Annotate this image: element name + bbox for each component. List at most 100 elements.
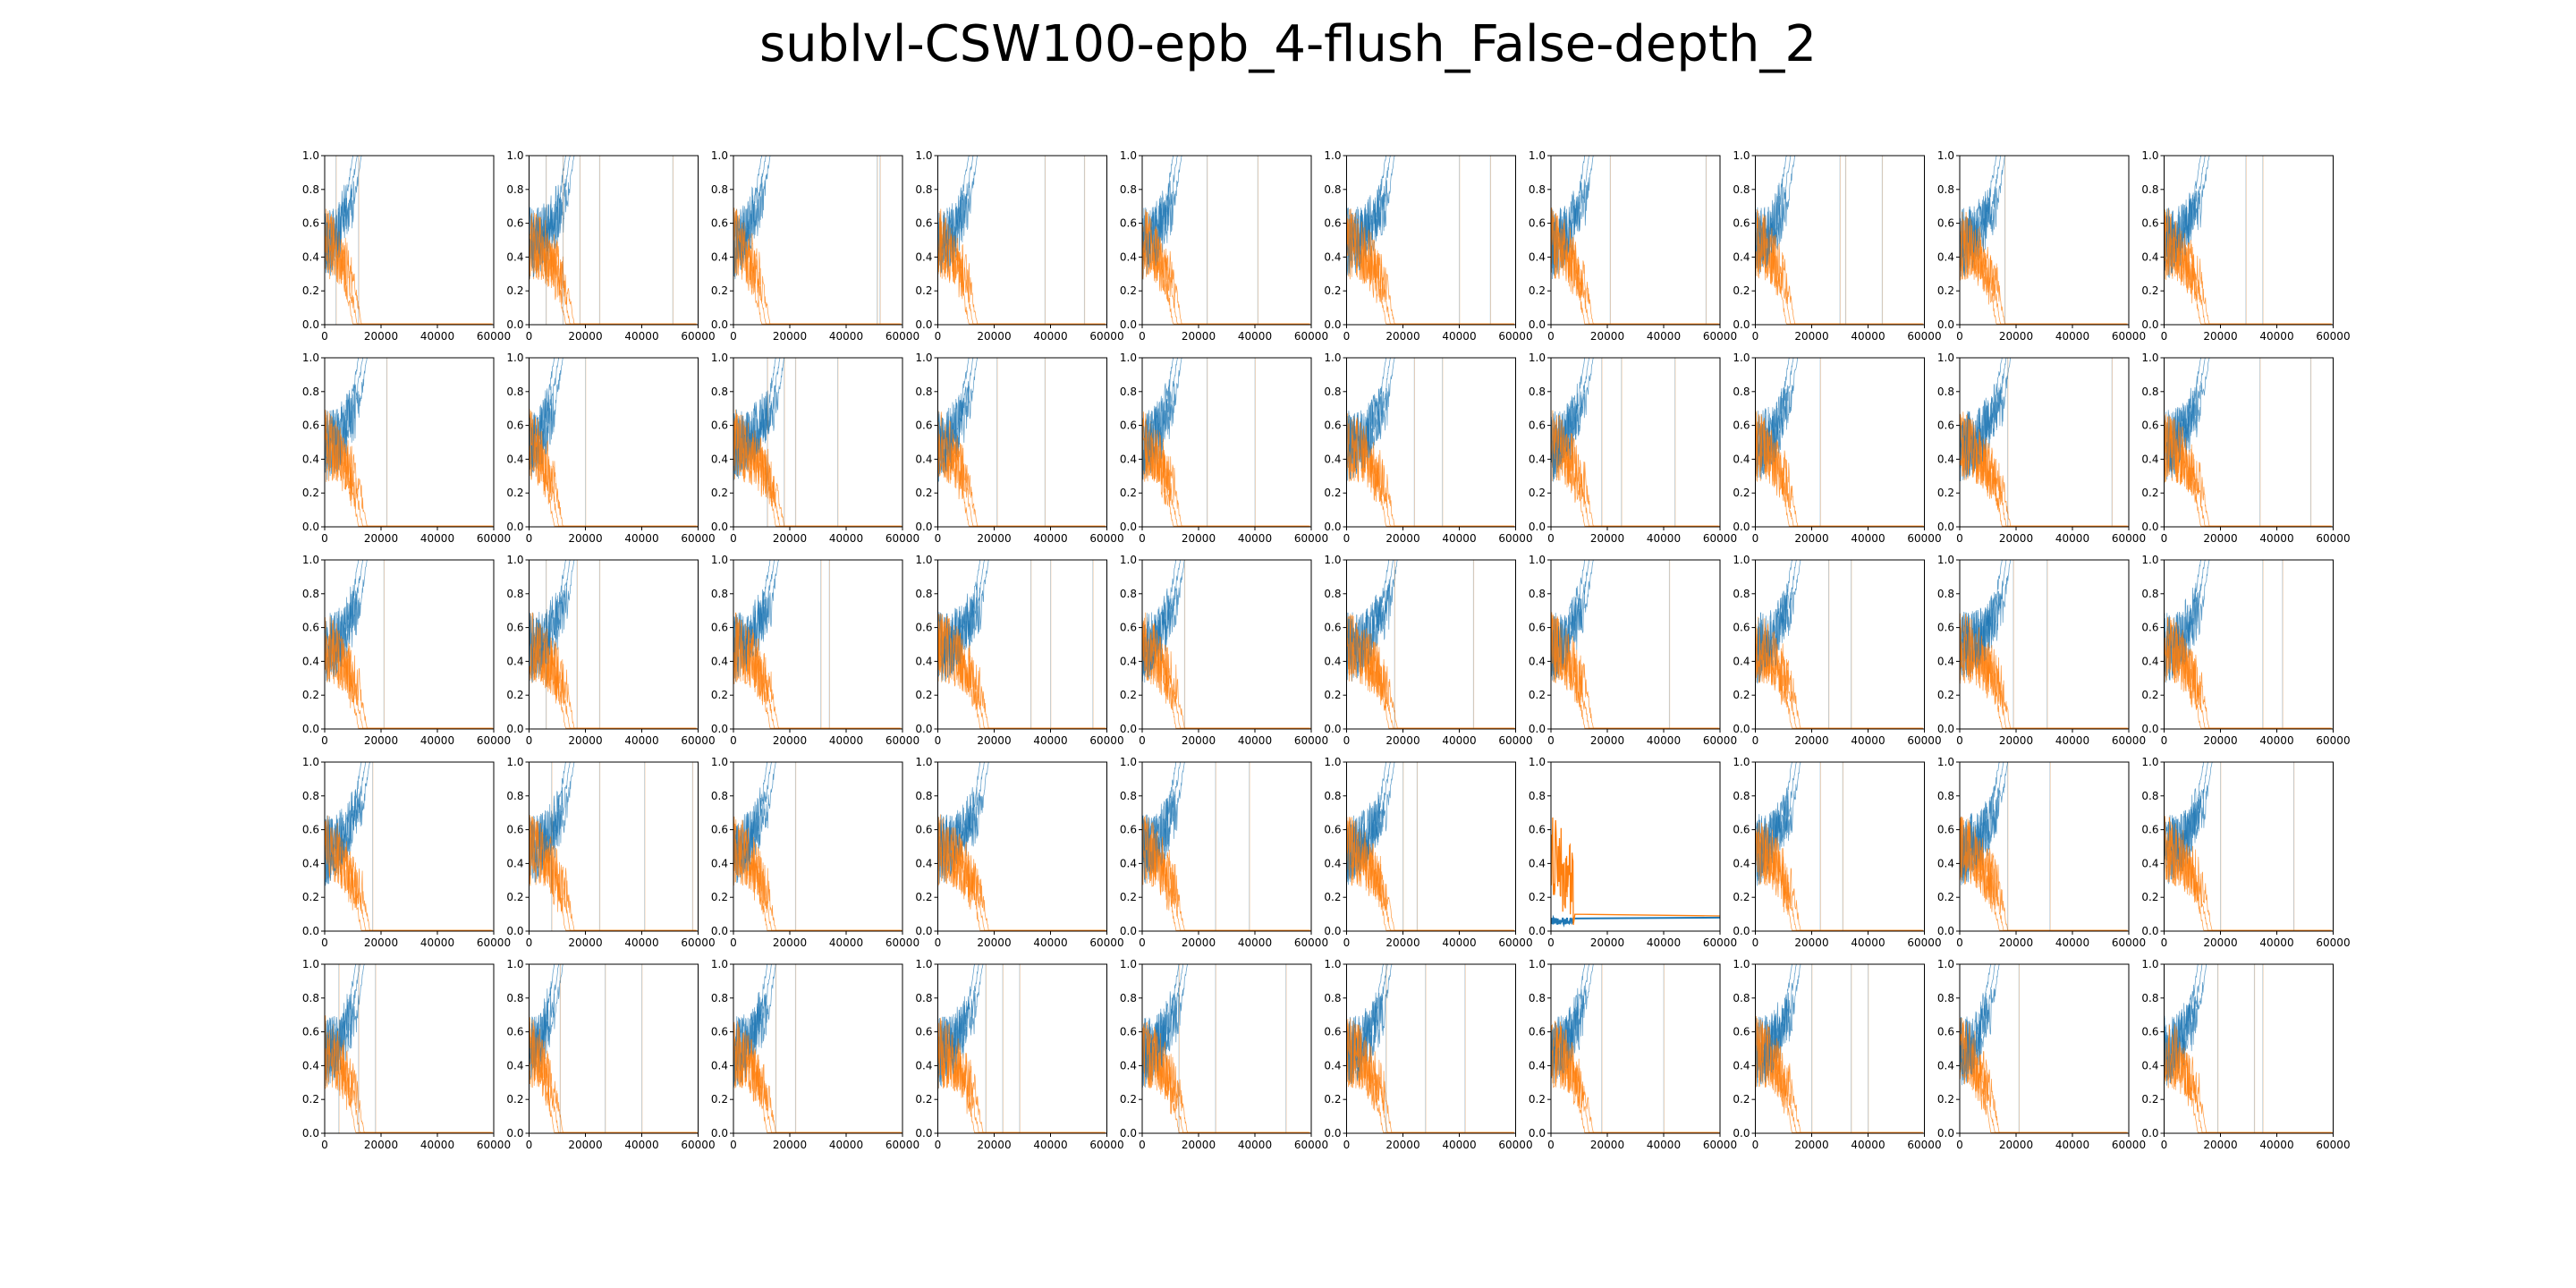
y-tick-label: 0.4 (1324, 250, 1341, 263)
y-tick-label: 0.0 (711, 318, 728, 331)
axes-frame (1959, 155, 2130, 326)
y-tick-label: 0.4 (2141, 655, 2158, 667)
x-tick-label: 40000 (829, 936, 863, 949)
y-tick-label: 0.0 (2141, 925, 2158, 937)
y-tick-label: 0.4 (1529, 857, 1546, 869)
series-line-orange (733, 612, 902, 729)
plot-area (325, 964, 493, 1133)
x-tick-label: 20000 (568, 1139, 602, 1151)
axes-frame (2164, 761, 2334, 932)
y-tick-label: 1.0 (711, 958, 728, 970)
x-tick-label: 60000 (2316, 330, 2350, 343)
x-tick-label: 60000 (477, 330, 511, 343)
series-line-orange (325, 815, 493, 931)
y-tick-label: 0.6 (1733, 824, 1750, 836)
y-tick-label: 0.0 (1937, 723, 1954, 735)
axes-frame (1550, 963, 1721, 1134)
x-tick-label: 40000 (1442, 936, 1476, 949)
series-line-orange (1755, 413, 1923, 527)
plot-area (1346, 762, 1515, 931)
y-tick-label: 0.8 (1733, 992, 1750, 1004)
y-tick-label: 0.4 (506, 453, 523, 465)
x-tick-label: 0 (1956, 1139, 1963, 1151)
x-tick-label: 0 (1752, 532, 1759, 545)
subplot-6: 0.0 0.2 0.4 0.6 0.8 1.0 0 20000 40000 60000 (1324, 149, 1532, 343)
y-tick-label: 0.0 (1120, 723, 1137, 735)
axes-frame (1346, 357, 1516, 528)
x-tick-label: 20000 (977, 734, 1011, 747)
axes-frame (1755, 155, 1925, 326)
x-tick-label: 40000 (1033, 936, 1067, 949)
x-tick-label: 40000 (1647, 734, 1681, 747)
x-tick-label: 60000 (681, 1139, 715, 1151)
x-tick-label: 0 (935, 936, 942, 949)
subplot-18: 0.0 0.2 0.4 0.6 0.8 1.0 0 20000 40000 60000 (1733, 352, 1941, 545)
y-tick-label: 0.4 (506, 1059, 523, 1072)
axes-frame (1346, 761, 1516, 932)
y-tick-label: 0.2 (1529, 487, 1546, 499)
series-line-orange (529, 212, 698, 325)
y-tick-label: 0.2 (711, 689, 728, 701)
y-tick-label: 0.2 (506, 689, 523, 701)
y-tick-label: 0.0 (1733, 521, 1750, 533)
subplot-21: 0.0 0.2 0.4 0.6 0.8 1.0 0 20000 40000 60000 (302, 554, 511, 747)
y-tick-label: 0.4 (302, 1059, 319, 1072)
series-line-orange (1755, 210, 1924, 325)
x-tick-label: 60000 (1907, 1139, 1941, 1151)
y-tick-label: 0.2 (711, 1093, 728, 1106)
y-tick-label: 0.4 (506, 655, 523, 667)
series-line-orange (1960, 211, 2128, 325)
y-tick-label: 0.4 (711, 857, 728, 869)
y-tick-label: 1.0 (506, 352, 523, 364)
y-tick-label: 0.0 (506, 521, 523, 533)
series-line-orange (529, 612, 698, 729)
subplot-3: 0.0 0.2 0.4 0.6 0.8 1.0 0 20000 40000 60000 (711, 149, 919, 343)
y-tick-label: 0.0 (506, 1127, 523, 1140)
x-tick-label: 40000 (2259, 936, 2293, 949)
y-tick-label: 0.2 (2141, 1093, 2158, 1106)
y-tick-label: 0.2 (506, 487, 523, 499)
x-tick-label: 40000 (1851, 330, 1885, 343)
y-tick-label: 1.0 (711, 756, 728, 768)
y-tick-label: 0.2 (302, 487, 319, 499)
series-line-blue (325, 156, 493, 274)
series-line-orange (2164, 1023, 2332, 1133)
axes-frame (529, 559, 699, 730)
y-tick-label: 1.0 (1937, 352, 1954, 364)
series-line-blue (1142, 156, 1309, 280)
y-tick-label: 0.4 (1937, 655, 1954, 667)
y-tick-label: 0.8 (302, 386, 319, 398)
y-tick-label: 0.0 (915, 925, 932, 937)
series-line-blue (2164, 358, 2331, 482)
x-tick-label: 40000 (1442, 1139, 1476, 1151)
y-tick-label: 0.6 (506, 1026, 523, 1038)
x-tick-label: 60000 (1703, 330, 1737, 343)
subplot-44: 0.0 0.2 0.4 0.6 0.8 1.0 0 20000 40000 60000 (915, 958, 1123, 1151)
x-tick-label: 20000 (977, 330, 1011, 343)
y-tick-label: 0.0 (1733, 723, 1750, 735)
x-tick-label: 20000 (773, 330, 807, 343)
plot-area (1960, 964, 2128, 1133)
plot-area (325, 358, 494, 527)
x-tick-label: 40000 (1033, 1139, 1067, 1151)
y-tick-label: 0.4 (711, 250, 728, 263)
x-tick-label: 20000 (1999, 1139, 2033, 1151)
x-tick-label: 60000 (1294, 936, 1328, 949)
x-tick-label: 40000 (1851, 734, 1885, 747)
y-tick-label: 0.4 (2141, 453, 2158, 465)
x-tick-label: 40000 (1647, 532, 1681, 545)
series-line-orange (529, 410, 697, 527)
series-line-orange (733, 409, 902, 527)
plot-area (733, 560, 902, 729)
y-tick-label: 0.2 (915, 891, 932, 903)
x-tick-label: 20000 (1794, 936, 1828, 949)
series-line-orange (1960, 613, 2128, 729)
y-tick-label: 0.6 (711, 622, 728, 634)
y-tick-label: 0.0 (915, 1127, 932, 1140)
y-tick-label: 0.2 (2141, 689, 2158, 701)
x-tick-label: 0 (1343, 1139, 1351, 1151)
series-line-orange (733, 208, 900, 325)
y-tick-label: 1.0 (1733, 554, 1750, 566)
x-tick-label: 0 (1752, 330, 1759, 343)
y-tick-label: 0.0 (2141, 521, 2158, 533)
